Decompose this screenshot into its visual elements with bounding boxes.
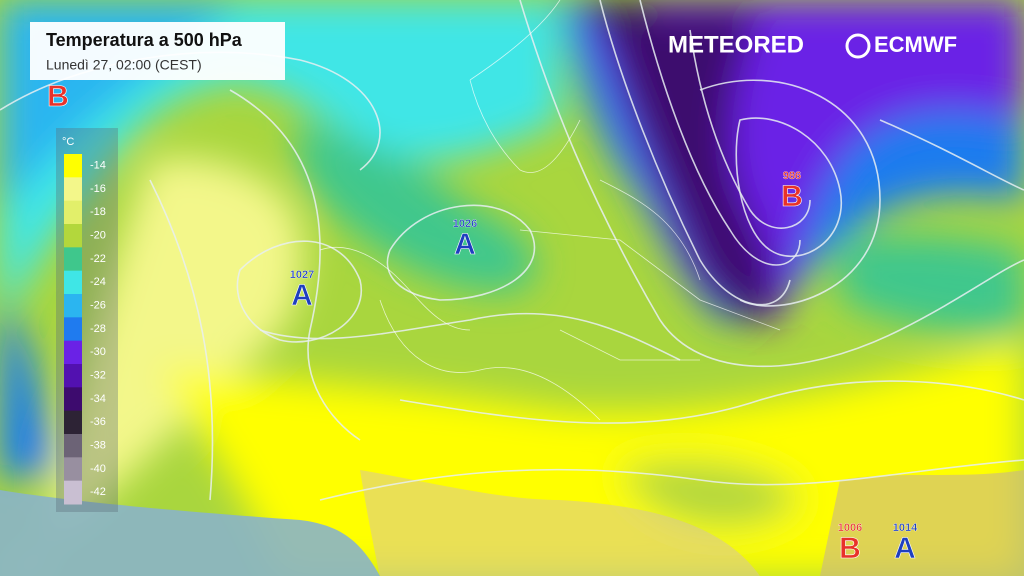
- legend-swatch: [64, 364, 82, 388]
- legend-swatch: [64, 270, 82, 295]
- legend-label: -16: [90, 183, 106, 195]
- title: Temperatura a 500 hPa: [46, 30, 243, 50]
- legend-label: -20: [90, 230, 106, 242]
- legend-swatch: [64, 410, 82, 435]
- pressure-letter: A: [894, 532, 916, 565]
- legend-swatch: [64, 224, 82, 248]
- logos: METEORED ECMWF: [668, 31, 957, 59]
- legend-label: -22: [90, 253, 106, 265]
- pressure-value: 986: [783, 170, 801, 182]
- pressure-value: 1027: [290, 269, 314, 281]
- legend-swatch: [64, 200, 82, 225]
- pressure-value: 1014: [893, 522, 918, 534]
- legend-swatch: [64, 247, 82, 272]
- legend-swatch: [64, 294, 82, 318]
- pressure-letter: A: [291, 279, 313, 312]
- legend-swatch: [64, 317, 82, 342]
- subtitle: Lunedì 27, 02:00 (CEST): [46, 57, 202, 73]
- legend-label: -24: [90, 276, 106, 288]
- isobars: [0, 0, 1024, 501]
- legend-swatch: [64, 480, 82, 505]
- pressure-letter: A: [454, 228, 476, 261]
- legend-label: -30: [90, 346, 106, 358]
- legend-label: -40: [90, 463, 106, 475]
- pressure-letter: B: [839, 532, 861, 565]
- legend-swatch: [64, 177, 82, 202]
- legend-label: -14: [90, 160, 106, 172]
- ecmwf-icon: [845, 33, 871, 59]
- pressure-value: 1006: [838, 522, 862, 534]
- pressure-value: 1026: [453, 218, 477, 230]
- legend-label: -28: [90, 323, 106, 335]
- legend-label: -42: [90, 486, 106, 498]
- ecmwf-logo: ECMWF: [874, 32, 957, 57]
- pressure-letter: B: [781, 180, 803, 213]
- legend-swatch: [64, 434, 82, 458]
- legend-swatch: [64, 340, 82, 365]
- legend-swatch: [64, 387, 82, 412]
- meteored-logo: METEORED: [668, 31, 804, 58]
- legend-unit: °C: [62, 136, 74, 148]
- coastlines: [319, 0, 781, 421]
- legend: °C -14 -16 -18 -20 -22 -24 -26 -28 -30 -32 -34 -36 -…: [56, 128, 118, 512]
- header-box: Temperatura a 500 hPa Lunedì 27, 02:00 (…: [30, 22, 285, 80]
- legend-swatch: [64, 457, 82, 482]
- legend-label: -38: [90, 440, 106, 452]
- pressure-letter: B: [47, 80, 69, 113]
- legend-label: -26: [90, 300, 106, 312]
- legend-label: -34: [90, 393, 106, 405]
- legend-label: -32: [90, 370, 106, 382]
- legend-label: -36: [90, 416, 106, 428]
- legend-swatch: [64, 154, 82, 178]
- legend-label: -18: [90, 206, 106, 218]
